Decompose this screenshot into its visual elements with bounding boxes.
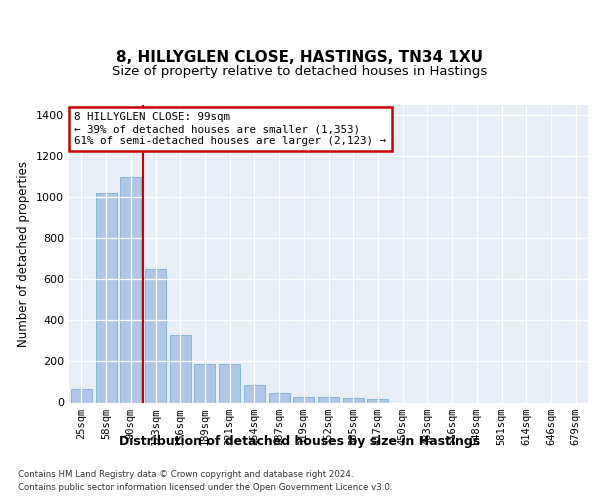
Bar bbox=[293, 398, 314, 402]
Text: Contains HM Land Registry data © Crown copyright and database right 2024.: Contains HM Land Registry data © Crown c… bbox=[18, 470, 353, 479]
Text: Size of property relative to detached houses in Hastings: Size of property relative to detached ho… bbox=[112, 64, 488, 78]
Text: 8 HILLYGLEN CLOSE: 99sqm
← 39% of detached houses are smaller (1,353)
61% of sem: 8 HILLYGLEN CLOSE: 99sqm ← 39% of detach… bbox=[74, 112, 386, 146]
Bar bbox=[367, 400, 388, 402]
Text: Contains public sector information licensed under the Open Government Licence v3: Contains public sector information licen… bbox=[18, 482, 392, 492]
Bar bbox=[244, 385, 265, 402]
Bar bbox=[170, 335, 191, 402]
Bar bbox=[95, 193, 116, 402]
Bar bbox=[343, 398, 364, 402]
Bar bbox=[71, 389, 92, 402]
Bar bbox=[194, 364, 215, 403]
Bar bbox=[318, 398, 339, 402]
Y-axis label: Number of detached properties: Number of detached properties bbox=[17, 161, 31, 347]
Text: 8, HILLYGLEN CLOSE, HASTINGS, TN34 1XU: 8, HILLYGLEN CLOSE, HASTINGS, TN34 1XU bbox=[116, 50, 484, 65]
Bar bbox=[219, 364, 240, 403]
Bar bbox=[269, 394, 290, 402]
Text: Distribution of detached houses by size in Hastings: Distribution of detached houses by size … bbox=[119, 435, 481, 448]
Bar bbox=[120, 177, 141, 402]
Bar bbox=[145, 269, 166, 402]
